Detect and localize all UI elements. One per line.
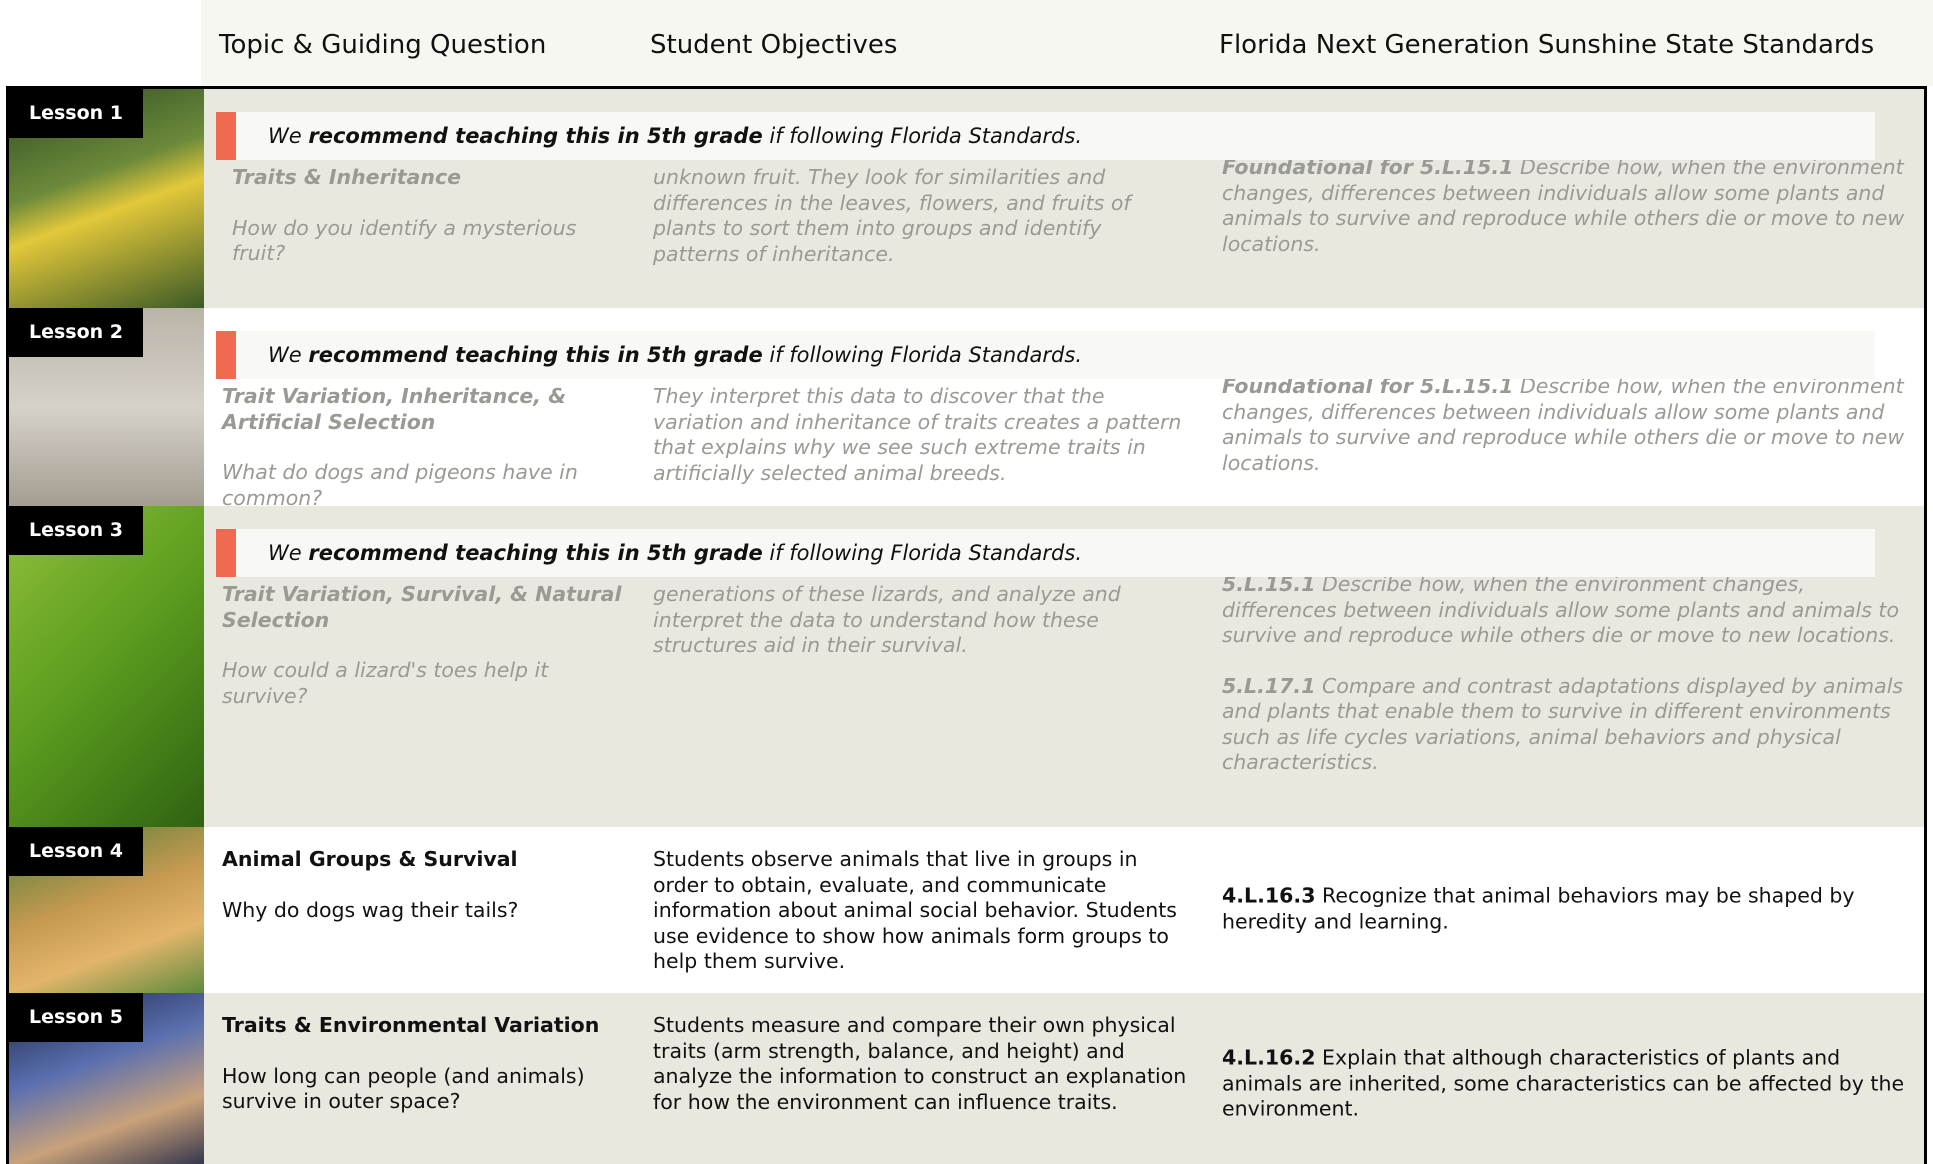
lesson-row: Lesson 4 Animal Groups & Survival Why do d…	[9, 827, 1924, 993]
standard: Foundational for 5.L.15.1 Describe how, …	[1222, 155, 1912, 257]
guiding-question: How could a lizard's toes help it surviv…	[222, 658, 549, 708]
objectives-cell: Students observe animals that live in gr…	[653, 847, 1177, 973]
standard-text: Compare and contrast adaptations display…	[1222, 673, 1904, 775]
standards-cell: 5.L.15.1 Describe how, when the environm…	[1222, 572, 1912, 801]
guiding-question: What do dogs and pigeons have in common?	[222, 460, 578, 506]
topic-cell: Trait Variation, Survival, & Natural Sel…	[222, 582, 622, 709]
topic-cell: Animal Groups & Survival Why do dogs wag …	[222, 847, 622, 923]
topic: Trait Variation, Inheritance, & Artifici…	[222, 384, 567, 434]
objectives-cell: generations of these lizards, and analyz…	[653, 582, 1121, 657]
banner-pre: We	[268, 124, 302, 148]
standards-cell: 4.L.16.3 Recognize that animal behaviors…	[1222, 883, 1912, 959]
lesson-row: Lesson 1 Traits & Inheritance How do you i…	[9, 89, 1924, 308]
standard: 4.L.16.3 Recognize that animal behaviors…	[1222, 883, 1912, 934]
standard-code: 4.L.16.3	[1222, 883, 1316, 908]
objectives-cell: They interpret this data to discover tha…	[653, 384, 1182, 485]
lesson-label: Lesson 3	[9, 506, 144, 555]
standard-code: 4.L.16.2	[1222, 1045, 1316, 1070]
banner-text: We recommend teaching this in 5th grade …	[268, 343, 1082, 367]
recommendation-banner: We recommend teaching this in 5th grade …	[216, 529, 1875, 577]
column-header: Florida Next Generation Sunshine State S…	[1219, 30, 1875, 60]
lesson-row: Lesson 2 Trait Variation, Inheritance, & …	[9, 308, 1924, 506]
lesson-row: Lesson 3 Trait Variation, Survival, & Nat…	[9, 506, 1924, 827]
standard-text: Describe how, when the environment chang…	[1222, 572, 1900, 647]
banner-post: if following Florida Standards.	[769, 541, 1083, 565]
standards-cell: Foundational for 5.L.15.1 Describe how, …	[1222, 155, 1912, 282]
banner-bold: recommend teaching this in 5th grade	[308, 124, 763, 148]
banner-pre: We	[268, 541, 302, 565]
lesson-label: Lesson 5	[9, 993, 144, 1042]
lesson-label: Lesson 1	[9, 89, 144, 138]
standard: 5.L.17.1 Compare and contrast adaptation…	[1222, 674, 1912, 776]
banner-bold: recommend teaching this in 5th grade	[308, 343, 763, 367]
banner-accent	[216, 112, 236, 160]
banner-bold: recommend teaching this in 5th grade	[308, 541, 763, 565]
topic-cell: Traits & Inheritance How do you identify …	[232, 165, 632, 267]
standard: 5.L.15.1 Describe how, when the environm…	[1222, 572, 1912, 649]
banner-post: if following Florida Standards.	[769, 343, 1083, 367]
lesson-label: Lesson 2	[9, 308, 144, 357]
standards-cell: 4.L.16.2 Explain that although character…	[1222, 1045, 1912, 1147]
objectives-cell: unknown fruit. They look for similaritie…	[653, 165, 1131, 266]
guiding-question: How do you identify a mysterious fruit?	[232, 215, 577, 266]
standard-text: Recognize that animal behaviors may be s…	[1222, 883, 1855, 933]
column-header: Student Objectives	[650, 30, 898, 60]
banner-accent	[216, 529, 236, 577]
recommendation-banner: We recommend teaching this in 5th grade …	[216, 331, 1875, 379]
topic: Trait Variation, Survival, & Natural Sel…	[222, 582, 622, 632]
guiding-question: How long can people (and animals) surviv…	[222, 1063, 585, 1114]
topic: Animal Groups & Survival	[222, 847, 518, 871]
lesson-label: Lesson 4	[9, 827, 144, 876]
banner-text: We recommend teaching this in 5th grade …	[268, 124, 1082, 148]
lesson-table: Lesson 1 Traits & Inheritance How do you i…	[6, 86, 1927, 1164]
lesson-image	[9, 506, 204, 827]
lesson-row: Lesson 5 Traits & Environmental Variation…	[9, 993, 1924, 1164]
topic: Traits & Environmental Variation	[222, 1013, 600, 1037]
topic-cell: Trait Variation, Inheritance, & Artifici…	[222, 384, 622, 506]
recommendation-banner: We recommend teaching this in 5th grade …	[216, 112, 1875, 160]
table-header: Topic & Guiding Question Student Objecti…	[201, 0, 1933, 86]
topic-cell: Traits & Environmental Variation How long…	[222, 1013, 622, 1115]
standards-cell: Foundational for 5.L.15.1 Describe how, …	[1222, 374, 1912, 501]
banner-accent	[216, 331, 236, 379]
standard-text: Describe how, when the environment chang…	[1222, 155, 1905, 256]
standard-code: 5.L.17.1	[1222, 673, 1316, 698]
standard: Foundational for 5.L.15.1 Describe how, …	[1222, 374, 1912, 476]
guiding-question: Why do dogs wag their tails?	[222, 897, 519, 922]
banner-post: if following Florida Standards.	[769, 124, 1083, 148]
objectives-cell: Students measure and compare their own p…	[653, 1013, 1187, 1114]
standard: 4.L.16.2 Explain that although character…	[1222, 1045, 1912, 1122]
standard-text: Explain that although characteristics of…	[1222, 1045, 1905, 1121]
topic: Traits & Inheritance	[232, 165, 461, 189]
banner-pre: We	[268, 343, 302, 367]
column-header: Topic & Guiding Question	[219, 30, 547, 60]
banner-text: We recommend teaching this in 5th grade …	[268, 541, 1082, 565]
